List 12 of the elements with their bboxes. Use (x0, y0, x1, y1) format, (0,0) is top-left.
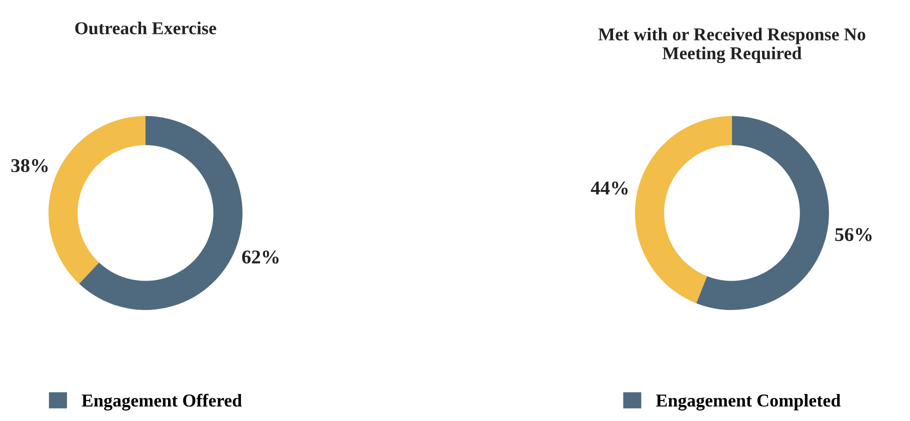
data-label: 44% (590, 181, 628, 195)
data-label: 38% (11, 159, 48, 172)
donut-slice (696, 116, 829, 310)
data-label: 62% (242, 250, 279, 264)
donut-slice (79, 116, 242, 310)
legend-label: Engagement Offered (82, 394, 242, 410)
donut-slice (48, 116, 146, 284)
data-label: 56% (835, 228, 872, 242)
legend-label: Engagement Completed (656, 394, 841, 410)
donut-slice (635, 116, 732, 304)
chart-title: Outreach Exercise (75, 22, 216, 34)
chart-title: Met with or Received Response No Meeting Required (598, 28, 866, 64)
